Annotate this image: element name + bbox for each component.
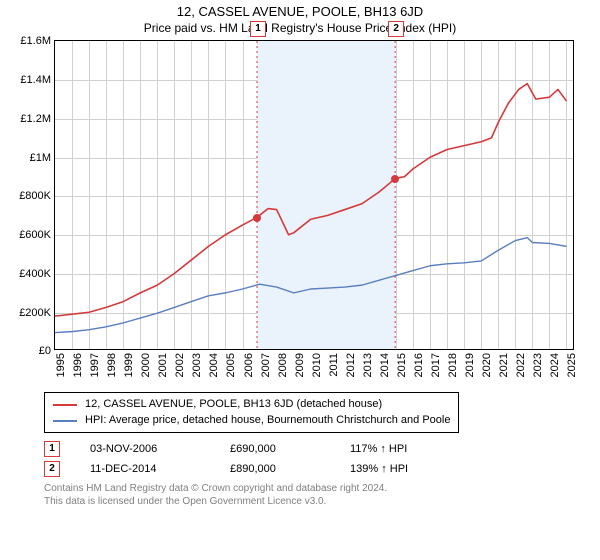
legend-row: 12, CASSEL AVENUE, POOLE, BH13 6JD (deta… — [53, 397, 450, 412]
sale-marker-label: 1 — [250, 21, 266, 37]
y-tick-label: £1.4M — [20, 74, 51, 86]
x-tick-label: 2005 — [225, 353, 237, 377]
y-tick-label: £1M — [30, 152, 51, 164]
sale-price: £690,000 — [230, 443, 320, 455]
series-hpi — [55, 238, 566, 333]
x-tick-label: 2024 — [549, 353, 561, 377]
x-tick-label: 2002 — [174, 353, 186, 377]
sale-hpi-pct: 117% ↑ HPI — [350, 443, 407, 455]
sale-price: £890,000 — [230, 463, 320, 475]
y-tick-label: £1.2M — [20, 113, 51, 125]
attribution: Contains HM Land Registry data © Crown c… — [44, 483, 590, 508]
x-tick-label: 2000 — [140, 353, 152, 377]
x-tick-label: 2003 — [191, 353, 203, 377]
chart-wrap: £0£200K£400K£600K£800K£1M£1.2M£1.4M£1.6M… — [54, 40, 574, 350]
legend-row: HPI: Average price, detached house, Bour… — [53, 413, 450, 428]
attribution-line: This data is licensed under the Open Gov… — [44, 496, 590, 509]
legend-swatch — [53, 404, 77, 406]
x-tick-label: 2025 — [566, 353, 578, 377]
chart-area: £0£200K£400K£600K£800K£1M£1.2M£1.4M£1.6M… — [54, 40, 574, 350]
x-tick-label: 2022 — [515, 353, 527, 377]
y-tick-label: £600K — [19, 229, 51, 241]
chart-title: 12, CASSEL AVENUE, POOLE, BH13 6JD — [10, 4, 590, 21]
x-tick-label: 2010 — [311, 353, 323, 377]
sale-marker-label: 2 — [388, 21, 404, 37]
x-tick-label: 2013 — [362, 353, 374, 377]
sale-date: 11-DEC-2014 — [90, 463, 200, 475]
x-tick-label: 2006 — [243, 353, 255, 377]
titles: 12, CASSEL AVENUE, POOLE, BH13 6JD Price… — [10, 4, 590, 36]
x-tick-label: 2016 — [413, 353, 425, 377]
x-tick-label: 2009 — [294, 353, 306, 377]
chart-svg — [55, 41, 575, 351]
container: 12, CASSEL AVENUE, POOLE, BH13 6JD Price… — [0, 0, 600, 560]
x-tick-label: 2001 — [157, 353, 169, 377]
x-tick-label: 2018 — [447, 353, 459, 377]
x-tick-label: 2007 — [260, 353, 272, 377]
x-tick-label: 2021 — [498, 353, 510, 377]
sales-table: 1 03-NOV-2006 £690,000 117% ↑ HPI 2 11-DEC-20… — [44, 441, 590, 477]
series-property — [55, 84, 566, 317]
x-tick-label: 2014 — [379, 353, 391, 377]
x-tick-label: 2012 — [345, 353, 357, 377]
legend-label: HPI: Average price, detached house, Bour… — [85, 413, 450, 428]
legend-label: 12, CASSEL AVENUE, POOLE, BH13 6JD (deta… — [85, 397, 382, 412]
sale-point — [391, 175, 399, 183]
x-tick-label: 1999 — [123, 353, 135, 377]
x-tick-label: 2023 — [532, 353, 544, 377]
sale-number: 1 — [44, 441, 60, 457]
attribution-line: Contains HM Land Registry data © Crown c… — [44, 483, 590, 496]
y-tick-label: £1.6M — [20, 35, 51, 47]
x-tick-label: 2017 — [430, 353, 442, 377]
legend-swatch — [53, 420, 77, 422]
x-tick-label: 2019 — [464, 353, 476, 377]
x-tick-label: 2020 — [481, 353, 493, 377]
x-tick-label: 1997 — [89, 353, 101, 377]
x-tick-label: 2004 — [208, 353, 220, 377]
sale-point — [253, 214, 261, 222]
x-tick-label: 2011 — [328, 353, 340, 377]
y-tick-label: £0 — [39, 345, 51, 357]
sale-row: 1 03-NOV-2006 £690,000 117% ↑ HPI — [44, 441, 590, 457]
x-tick-label: 1998 — [106, 353, 118, 377]
x-tick-label: 1995 — [55, 353, 67, 377]
sale-row: 2 11-DEC-2014 £890,000 139% ↑ HPI — [44, 461, 590, 477]
sale-hpi-pct: 139% ↑ HPI — [350, 463, 408, 475]
legend: 12, CASSEL AVENUE, POOLE, BH13 6JD (deta… — [44, 392, 459, 433]
chart-subtitle: Price paid vs. HM Land Registry's House … — [10, 21, 590, 37]
y-tick-label: £200K — [19, 307, 51, 319]
x-tick-label: 2008 — [277, 353, 289, 377]
x-tick-label: 2015 — [396, 353, 408, 377]
sale-number: 2 — [44, 461, 60, 477]
sale-date: 03-NOV-2006 — [90, 443, 200, 455]
y-tick-label: £800K — [19, 190, 51, 202]
y-tick-label: £400K — [19, 268, 51, 280]
x-tick-label: 1996 — [72, 353, 84, 377]
